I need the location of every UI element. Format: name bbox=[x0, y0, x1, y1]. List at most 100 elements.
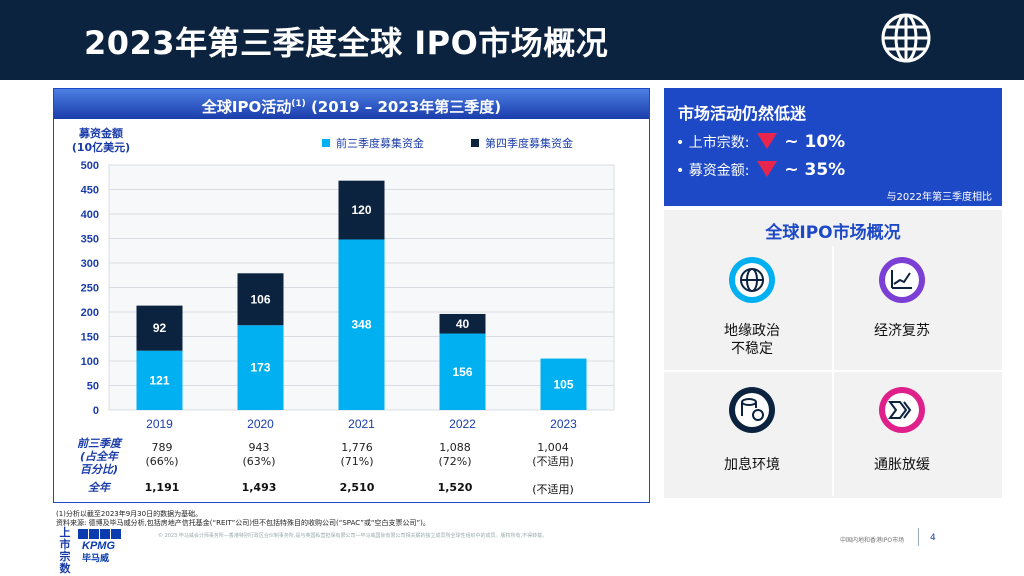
legend-swatch-q4 bbox=[471, 139, 479, 147]
stat-pct: (66%) bbox=[145, 455, 179, 468]
x-tick-label: 2022 bbox=[449, 417, 476, 431]
deals-value: ~ 10% bbox=[784, 132, 846, 152]
label-line: 经济复苏 bbox=[874, 323, 930, 339]
row1-label-line2: (占全年 bbox=[79, 450, 119, 463]
proceeds-value: ~ 35% bbox=[784, 160, 846, 180]
bar-q4 bbox=[136, 305, 183, 351]
stat-2020: 943 (63%) bbox=[219, 441, 299, 469]
y-tick-label: 250 bbox=[81, 283, 99, 295]
y-tick-label: 500 bbox=[81, 160, 99, 172]
stat-count: 789 bbox=[151, 441, 173, 454]
stat-pct: (不适用) bbox=[532, 455, 574, 468]
stat-count: 1,776 bbox=[341, 441, 373, 454]
row1-label: 前三季度 (占全年 百分比) bbox=[70, 437, 128, 476]
y-tick-label: 450 bbox=[81, 185, 99, 197]
x-tick-label: 2021 bbox=[348, 417, 375, 431]
arrows-forward-icon bbox=[879, 387, 925, 433]
bar-q1q3 bbox=[540, 358, 587, 410]
y-tick-label: 200 bbox=[81, 307, 99, 319]
deals-label: • 上市宗数: bbox=[676, 135, 750, 151]
row2-label: 全年 bbox=[88, 481, 110, 494]
stacked-bar-chart: 0 50 100 150 200 250 300 350 400 450 500 121 92 2019 1… bbox=[81, 160, 615, 431]
total-2019: 1,191 bbox=[144, 481, 180, 494]
copyright-notice: © 2023 毕马威会计师事务所—香港特别行政区合伙制事务所,是与英国私营担保有… bbox=[158, 533, 548, 539]
bar-q4 bbox=[338, 180, 385, 240]
bar-q1q3 bbox=[338, 239, 385, 410]
y-axis-label-line2: (10亿美元) bbox=[71, 141, 131, 154]
footer-text: 中国内地和香港IPO市场 bbox=[840, 537, 905, 544]
overview-label-inflation: 通胀放缓 bbox=[848, 456, 956, 474]
page-separator bbox=[918, 528, 919, 546]
deals-row: • 上市宗数: ~ 10% bbox=[676, 132, 845, 152]
footnote-1: (1)分析以截至2023年9月30日的数据为基础。 bbox=[56, 510, 203, 518]
market-activity-box: 市场活动仍然低迷 • 上市宗数: ~ 10% • 募资金额: ~ 35% 与20… bbox=[664, 88, 1002, 206]
stat-2022: 1,088 (72%) bbox=[415, 441, 495, 469]
x-tick-label: 2020 bbox=[247, 417, 274, 431]
y-axis-label-line1: 募资金额 bbox=[79, 127, 123, 140]
proceeds-row: • 募资金额: ~ 35% bbox=[676, 160, 845, 180]
y-axis-label: 募资金额 (10亿美元) bbox=[68, 127, 134, 155]
chart-title-main: 全球IPO活动 bbox=[201, 98, 292, 116]
data-label: 92 bbox=[153, 321, 167, 335]
chart-title-sup: (1) bbox=[291, 99, 306, 109]
globe-icon bbox=[729, 257, 775, 303]
label-line: 通胀放缓 bbox=[874, 457, 930, 473]
label-line: 地缘政治 bbox=[724, 323, 780, 339]
bar-q4 bbox=[439, 313, 486, 334]
label-line: 加息环境 bbox=[724, 457, 780, 473]
y-tick-label: 0 bbox=[93, 405, 99, 417]
brand-name: 毕马威 bbox=[82, 554, 110, 564]
comparison-note: 与2022年第三季度相比 bbox=[886, 192, 992, 203]
bar-q1q3 bbox=[136, 350, 183, 410]
legend-label-q4: 第四季度募集资金 bbox=[485, 137, 573, 150]
data-label: 120 bbox=[351, 203, 371, 217]
y-tick-label: 150 bbox=[81, 332, 99, 344]
globe-icon bbox=[881, 13, 931, 63]
data-label: 106 bbox=[250, 292, 270, 306]
overview-label-geopolitics: 地缘政治 不稳定 bbox=[698, 322, 806, 358]
overview-title: 全球IPO市场概况 bbox=[765, 223, 901, 243]
bar-q4 bbox=[237, 273, 284, 326]
bar-q1q3 bbox=[237, 325, 284, 410]
stat-count: 943 bbox=[248, 441, 270, 454]
header-bar: 2023年第三季度全球 IPO市场概况 bbox=[0, 0, 1024, 80]
down-arrow-icon bbox=[756, 133, 777, 149]
overview-label-rate-hike: 加息环境 bbox=[698, 456, 806, 474]
chart-title-suffix: (2019 – 2023年第三季度) bbox=[305, 98, 502, 116]
page-number: 4 bbox=[930, 533, 936, 543]
coins-percent-icon bbox=[729, 387, 775, 433]
y-tick-label: 400 bbox=[81, 209, 99, 221]
down-arrow-icon bbox=[756, 161, 777, 177]
bar-q1q3 bbox=[439, 333, 486, 410]
label-line: 不稳定 bbox=[731, 341, 773, 357]
stat-pct: (71%) bbox=[340, 455, 374, 468]
legend-label-q1q3: 前三季度募集资金 bbox=[336, 137, 424, 150]
x-tick-label: 2019 bbox=[146, 417, 173, 431]
legend-item-q4: 第四季度募集资金 bbox=[471, 135, 573, 151]
x-tick-label: 2023 bbox=[550, 417, 577, 431]
stat-pct: (63%) bbox=[242, 455, 276, 468]
chart-header: 全球IPO活动(1) (2019 – 2023年第三季度) bbox=[54, 89, 649, 119]
proceeds-label: • 募资金额: bbox=[676, 163, 750, 179]
data-label: 121 bbox=[149, 373, 169, 387]
ipo-activity-panel: 全球IPO活动(1) (2019 – 2023年第三季度) 募资金额 (10亿美… bbox=[53, 88, 650, 575]
ipo-overview-panel: 全球IPO市场概况 地缘政治不稳定 经济复苏 加息环境 通胀放缓 bbox=[664, 210, 1002, 498]
footnote-2: 资料来源: 德博及毕马威分析,包括房地产信托基金(“REIT”公司)但不包括特殊… bbox=[56, 519, 430, 527]
chart-title: 全球IPO活动(1) (2019 – 2023年第三季度) bbox=[54, 96, 649, 117]
logo-text: KPMG bbox=[82, 540, 115, 552]
y-tick-label: 100 bbox=[81, 356, 99, 368]
total-2022: 1,520 bbox=[437, 481, 473, 494]
stat-2019: 789 (66%) bbox=[122, 441, 202, 469]
stat-2021: 1,776 (71%) bbox=[317, 441, 397, 469]
y-tick-label: 50 bbox=[87, 381, 99, 393]
stat-2023: 1,004 (不适用) bbox=[513, 441, 593, 469]
row1-label-line3: 百分比) bbox=[79, 463, 119, 476]
stat-count: 1,088 bbox=[439, 441, 471, 454]
total-2021: 2,510 bbox=[339, 481, 375, 494]
legend-item-q1q3: 前三季度募集资金 bbox=[322, 135, 424, 151]
y-tick-label: 350 bbox=[81, 234, 99, 246]
data-label: 105 bbox=[553, 377, 573, 391]
data-label: 173 bbox=[250, 361, 270, 375]
table-vertical-label: 上市宗数 bbox=[59, 526, 71, 575]
total-2020: 1,493 bbox=[241, 481, 277, 494]
